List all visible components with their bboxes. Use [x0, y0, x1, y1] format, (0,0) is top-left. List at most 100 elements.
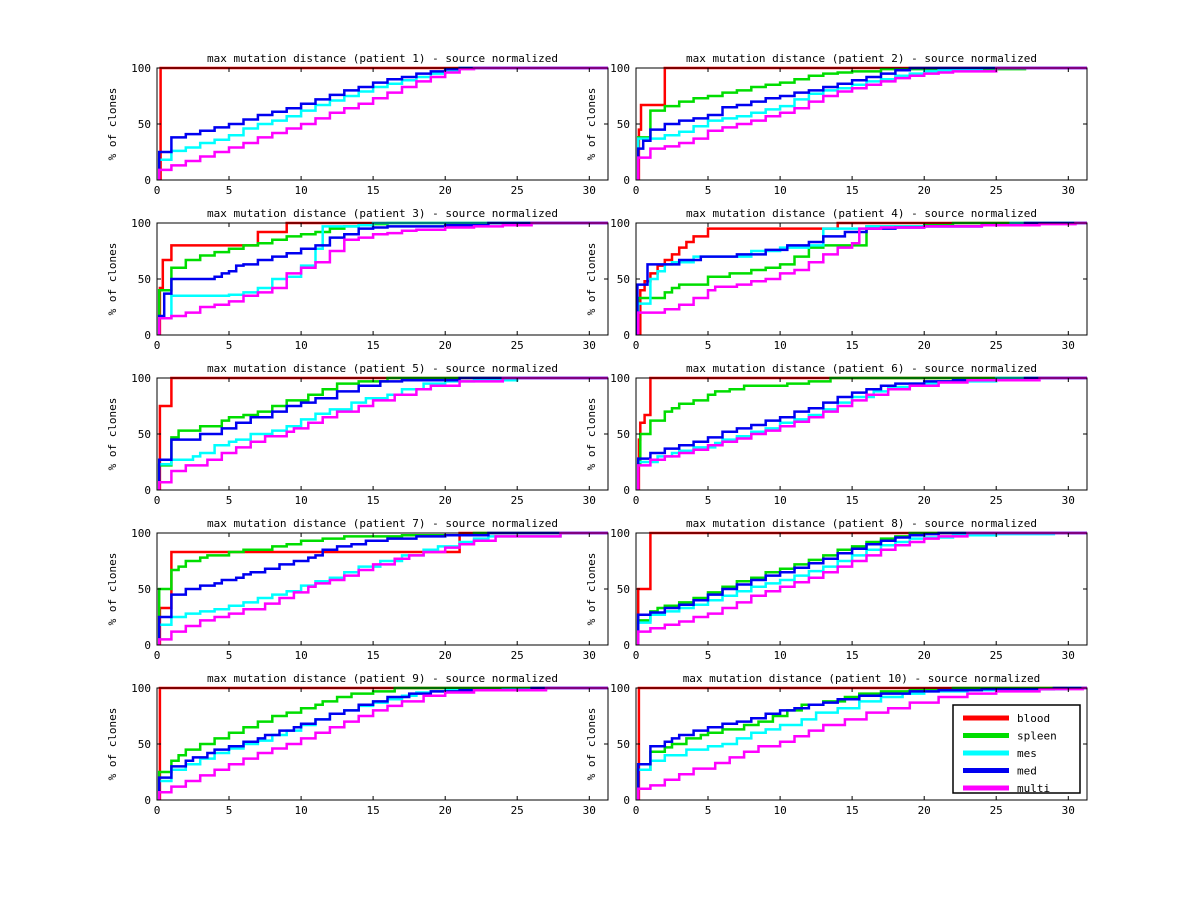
subplot-title: max mutation distance (patient 4) - sour…: [686, 207, 1037, 220]
x-tick-label: 30: [583, 494, 596, 507]
subplot-title: max mutation distance (patient 5) - sour…: [207, 362, 558, 375]
x-tick-label: 5: [705, 339, 712, 352]
x-tick-label: 5: [226, 184, 233, 197]
x-tick-label: 0: [633, 184, 640, 197]
y-tick-label: 50: [138, 428, 151, 441]
x-tick-label: 5: [705, 649, 712, 662]
y-tick-label: 100: [131, 372, 151, 385]
y-axis-label: % of clones: [585, 708, 598, 781]
x-tick-label: 30: [1062, 184, 1075, 197]
series-blood-line: [158, 221, 608, 335]
y-tick-label: 0: [144, 174, 151, 187]
series-mes-line: [157, 686, 608, 800]
x-tick-label: 0: [633, 339, 640, 352]
subplot-svg-8: 0 5 10 15 20 25 30 0 50 100 max mutation distance …: [585, 517, 1088, 662]
series-med-line: [636, 531, 1087, 645]
x-tick-label: 10: [294, 804, 307, 817]
subplot-patient-7: 0 5 10 15 20 25 30 0 50 100 max mutation distance …: [100, 515, 620, 670]
axes-box: [156, 687, 609, 801]
subplot-svg-10: 0 5 10 15 20 25 30 0 50 100 max mutation distance …: [585, 672, 1088, 817]
series-spleen-line: [636, 66, 1087, 180]
y-axis-label: % of clones: [585, 398, 598, 471]
x-tick-label: 15: [366, 494, 379, 507]
x-tick-label: 30: [1062, 339, 1075, 352]
x-tick-label: 15: [845, 649, 858, 662]
series-spleen-line: [636, 376, 1087, 490]
series-multi-line: [157, 66, 608, 180]
x-tick-label: 0: [154, 804, 161, 817]
x-tick-label: 0: [154, 494, 161, 507]
axes-box: [156, 222, 609, 336]
series-med-line: [157, 221, 608, 335]
series-mes-line: [636, 221, 1087, 335]
x-tick-label: 10: [294, 339, 307, 352]
x-tick-label: 15: [366, 339, 379, 352]
x-tick-label: 0: [633, 649, 640, 662]
subplot-svg-4: 0 5 10 15 20 25 30 0 50 100 max mutation distance …: [585, 207, 1088, 352]
y-axis-label: % of clones: [585, 88, 598, 161]
x-tick-label: 30: [583, 649, 596, 662]
series-med-line: [157, 376, 608, 490]
subplot-patient-5: 0 5 10 15 20 25 30 0 50 100 max mutation distance …: [100, 360, 620, 515]
x-tick-label: 10: [773, 339, 786, 352]
axes-box: [156, 532, 609, 646]
x-tick-label: 15: [845, 494, 858, 507]
subplot-title: max mutation distance (patient 7) - sour…: [207, 517, 558, 530]
y-tick-label: 0: [144, 794, 151, 807]
subplot-title: max mutation distance (patient 8) - sour…: [686, 517, 1037, 530]
series-multi-line: [157, 531, 608, 645]
y-tick-label: 50: [138, 273, 151, 286]
subplot-patient-6: 0 5 10 15 20 25 30 0 50 100 max mutation distance …: [579, 360, 1099, 515]
series-spleen-line: [636, 531, 1087, 645]
subplot-patient-8: 0 5 10 15 20 25 30 0 50 100 max mutation distance …: [579, 515, 1099, 670]
series-med-line: [636, 221, 1087, 335]
x-tick-label: 10: [294, 649, 307, 662]
x-tick-label: 20: [918, 649, 931, 662]
legend-label-mes: mes: [1017, 747, 1037, 760]
x-tick-label: 5: [226, 804, 233, 817]
x-tick-label: 15: [845, 339, 858, 352]
y-axis-label: % of clones: [106, 243, 119, 316]
x-tick-label: 15: [845, 184, 858, 197]
axes-box: [635, 222, 1088, 336]
x-tick-label: 0: [154, 649, 161, 662]
y-tick-label: 50: [617, 428, 630, 441]
x-tick-label: 20: [439, 339, 452, 352]
series-spleen-line: [157, 531, 608, 645]
x-tick-label: 20: [918, 339, 931, 352]
legend-label-spleen: spleen: [1017, 730, 1057, 743]
y-axis-label: % of clones: [106, 553, 119, 626]
series-med-line: [157, 531, 608, 645]
y-tick-label: 50: [617, 583, 630, 596]
series-spleen-line: [636, 686, 1087, 800]
subplot-svg-6: 0 5 10 15 20 25 30 0 50 100 max mutation distance …: [585, 362, 1088, 507]
x-tick-label: 20: [439, 649, 452, 662]
y-tick-label: 50: [617, 273, 630, 286]
x-tick-label: 0: [633, 804, 640, 817]
x-tick-label: 30: [583, 339, 596, 352]
x-tick-label: 10: [773, 804, 786, 817]
y-tick-label: 100: [131, 217, 151, 230]
series-spleen-line: [636, 221, 1087, 335]
y-tick-label: 0: [623, 329, 630, 342]
series-multi-line: [636, 221, 1087, 335]
series-mes-line: [157, 221, 608, 335]
x-tick-label: 25: [990, 649, 1003, 662]
x-tick-label: 25: [511, 184, 524, 197]
series-mes-line: [157, 66, 608, 180]
series-med-line: [636, 66, 1087, 180]
series-multi-line: [636, 531, 1087, 645]
series-multi-line: [157, 686, 608, 800]
x-tick-label: 10: [294, 184, 307, 197]
y-tick-label: 100: [610, 62, 630, 75]
x-tick-label: 0: [633, 494, 640, 507]
x-tick-label: 25: [990, 184, 1003, 197]
x-tick-label: 5: [226, 494, 233, 507]
x-tick-label: 10: [773, 184, 786, 197]
x-tick-label: 15: [366, 649, 379, 662]
subplot-svg-2: 0 5 10 15 20 25 30 0 50 100 max mutation distance …: [585, 52, 1088, 197]
series-med-line: [157, 66, 608, 180]
series-blood-line: [159, 66, 608, 180]
y-axis-label: % of clones: [585, 553, 598, 626]
subplot-svg-9: 0 5 10 15 20 25 30 0 50 100 max mutation distance …: [106, 672, 609, 817]
